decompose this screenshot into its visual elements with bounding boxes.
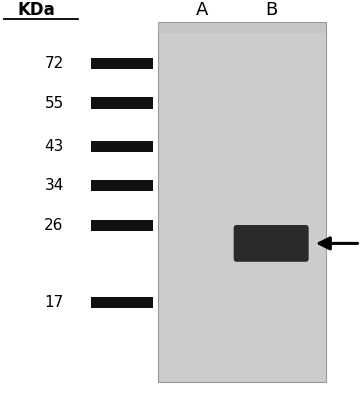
Bar [91,98,153,109]
Bar [91,180,153,191]
Text: KDa: KDa [17,1,55,19]
Text: B: B [265,1,277,19]
Text: A: A [196,1,208,19]
Bar [91,297,153,308]
Text: 55: 55 [44,96,64,110]
Text: 34: 34 [44,178,64,193]
Text: 26: 26 [44,218,64,233]
Text: 43: 43 [44,139,64,154]
Bar [158,23,326,33]
Bar [91,58,153,69]
Text: 72: 72 [44,56,64,71]
FancyBboxPatch shape [234,225,309,262]
Bar [91,140,153,152]
Bar [158,22,326,382]
Bar [91,220,153,231]
Text: 17: 17 [44,295,64,310]
